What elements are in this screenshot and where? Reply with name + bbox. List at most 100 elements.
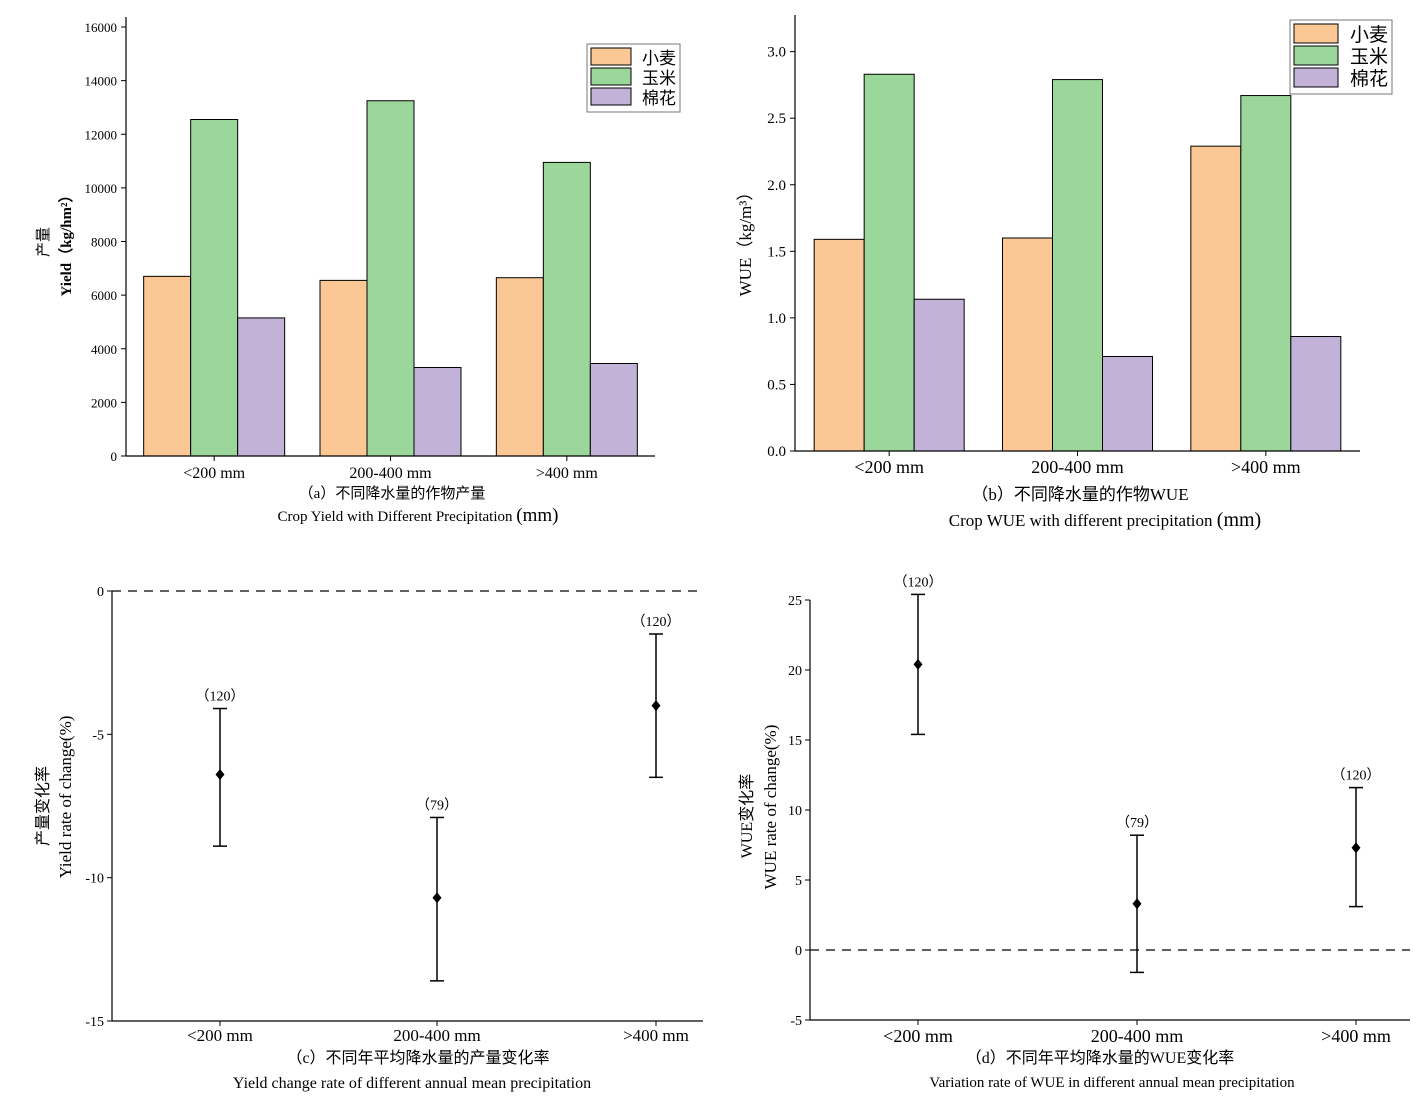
y-tick-label-4: 1.5 [767, 244, 786, 260]
y-tick-label-1: -15 [85, 1015, 104, 1030]
legend-label-2: 玉米 [642, 69, 676, 88]
sample-size-label-2: （79） [416, 797, 458, 813]
legend-label-2: 玉米 [1350, 46, 1388, 68]
x-tick-label-2: 200-400 mm [1031, 457, 1124, 477]
y-tick-label-2: 2000 [91, 395, 117, 410]
y-tick-label-7: 12000 [85, 127, 118, 142]
x-tick-label-1: <200 mm [883, 1026, 953, 1046]
caption-cn: （c）不同年平均降水量的产量变化率 [286, 1049, 549, 1067]
panel-d-wue-change-chart: -5 0 5 10 15 20 25 <200 mm （120） 200-400 mm （79） >4… [738, 574, 1410, 1091]
mean-marker-1 [215, 768, 225, 780]
x-tick-label-2: 200-400 mm [393, 1026, 480, 1045]
y-axis-label: WUE（kg/m³） [736, 184, 755, 297]
y-tick-label-4: 0 [97, 585, 104, 600]
y-tick-label-1: 0 [111, 449, 118, 464]
bar-1-1 [813, 238, 865, 452]
y-tick-label-4: 6000 [91, 288, 117, 303]
mean-marker-3 [1351, 842, 1361, 854]
panel-b-wue-bar-chart: <200 mm 200-400 mm >400 mm 0.0 0.5 1.0 1.5 2.0 2… [736, 15, 1393, 531]
bar-3-1 [237, 317, 286, 457]
y-tick-label-1: 0.0 [767, 444, 786, 460]
mean-marker-2 [1132, 898, 1142, 910]
sample-size-label-3: （120） [1332, 768, 1381, 784]
y-tick-label-6: 20 [788, 664, 802, 679]
bar-2-2 [366, 100, 415, 457]
y-tick-label-4: 10 [788, 804, 802, 819]
x-tick-label-3: >400 mm [1231, 457, 1301, 477]
y-tick-label-5: 15 [788, 734, 802, 749]
y-tick-label-5: 8000 [91, 235, 117, 250]
legend-label-3: 棉花 [642, 89, 676, 108]
panel-c-yield-change-chart: -15 -10 -5 0 <200 mm （120） 200-400 mm （79） >400 … [34, 585, 703, 1092]
x-tick-label-2: 200-400 mm [1091, 1026, 1184, 1046]
x-tick-label-1: <200 mm [187, 1026, 253, 1045]
bar-2-1 [863, 73, 915, 452]
y-tick-label-2: -10 [85, 872, 104, 887]
y-tick-label-3: 5 [795, 874, 802, 889]
bar-3-2 [413, 367, 462, 457]
sample-size-label-3: （120） [632, 614, 681, 630]
y-tick-label-2: 0.5 [767, 377, 786, 393]
caption-en-text: Crop WUE with different precipitation [949, 511, 1217, 530]
sample-size-label-2: （79） [1116, 815, 1158, 831]
bar-1-2 [1002, 237, 1053, 452]
y-axis-label-cn: WUE变化率 [738, 774, 756, 858]
caption-en: Variation rate of WUE in different annua… [929, 1075, 1295, 1091]
bar-2-1 [190, 119, 239, 457]
bar-1-3 [495, 277, 544, 457]
y-axis-label-en: WUE rate of change(%) [761, 725, 780, 890]
bar-2-3 [542, 161, 591, 457]
y-tick-label-3: -5 [92, 728, 104, 743]
legend-label-1: 小麦 [642, 49, 676, 68]
y-tick-label-1: -5 [790, 1014, 802, 1029]
x-tick-label-3: >400 mm [536, 465, 598, 482]
x-tick-label-2: 200-400 mm [349, 465, 432, 482]
y-tick-label-5: 2.0 [767, 178, 786, 194]
mean-marker-1 [913, 658, 923, 670]
legend-swatch-1 [1293, 23, 1339, 44]
y-axis-label-cn: 产量 [35, 227, 52, 257]
x-tick-label-3: >400 mm [1321, 1026, 1391, 1046]
caption-cn: （b）不同降水量的作物WUE [971, 485, 1188, 504]
mean-marker-3 [651, 700, 661, 712]
x-tick-label-1: <200 mm [854, 457, 924, 477]
caption-en: Yield change rate of different annual me… [233, 1075, 591, 1092]
y-tick-label-3: 4000 [91, 342, 117, 357]
y-axis-label-en: Yield（kg/hm²） [57, 188, 75, 297]
y-tick-label-6: 2.5 [767, 111, 786, 127]
legend-label-1: 小麦 [1350, 24, 1388, 46]
sample-size-label-1: （120） [894, 574, 943, 590]
y-tick-label-7: 25 [788, 594, 802, 609]
legend-swatch-3 [590, 87, 632, 106]
legend-swatch-2 [1293, 45, 1339, 66]
y-tick-label-9: 16000 [85, 20, 118, 35]
legend-label-3: 棉花 [1350, 68, 1388, 90]
legend-swatch-1 [590, 47, 632, 66]
caption-en: Crop Yield with Different Precipitation … [278, 505, 559, 526]
caption-unit: (mm) [516, 505, 558, 526]
y-tick-label-7: 3.0 [767, 45, 786, 61]
bar-1-2 [319, 279, 368, 457]
x-tick-label-3: >400 mm [623, 1026, 689, 1045]
panel-a-yield-bar-chart: <200 mm 200-400 mm >400 mm 0 2000 4000 6000 800… [35, 17, 681, 526]
y-tick-label-3: 1.0 [767, 311, 786, 327]
y-tick-label-6: 10000 [85, 181, 118, 196]
caption-unit: (mm) [1217, 509, 1261, 531]
x-tick-label-1: <200 mm [183, 465, 245, 482]
legend-swatch-3 [1293, 67, 1339, 88]
bar-3-3 [589, 362, 638, 457]
bar-1-3 [1190, 145, 1242, 452]
bar-2-3 [1240, 95, 1292, 452]
mean-marker-2 [432, 892, 442, 904]
y-axis-label-cn: 产量变化率 [34, 766, 52, 846]
caption-cn: （d）不同年平均降水量的WUE变化率 [966, 1049, 1234, 1067]
bar-3-3 [1290, 336, 1342, 452]
bar-1-1 [143, 275, 192, 457]
bar-2-2 [1052, 79, 1103, 452]
bar-3-1 [913, 298, 965, 452]
legend-swatch-2 [590, 67, 632, 86]
caption-en: Crop WUE with different precipitation (m… [949, 509, 1261, 531]
bar-3-2 [1102, 355, 1153, 452]
sample-size-label-1: （120） [196, 689, 245, 705]
